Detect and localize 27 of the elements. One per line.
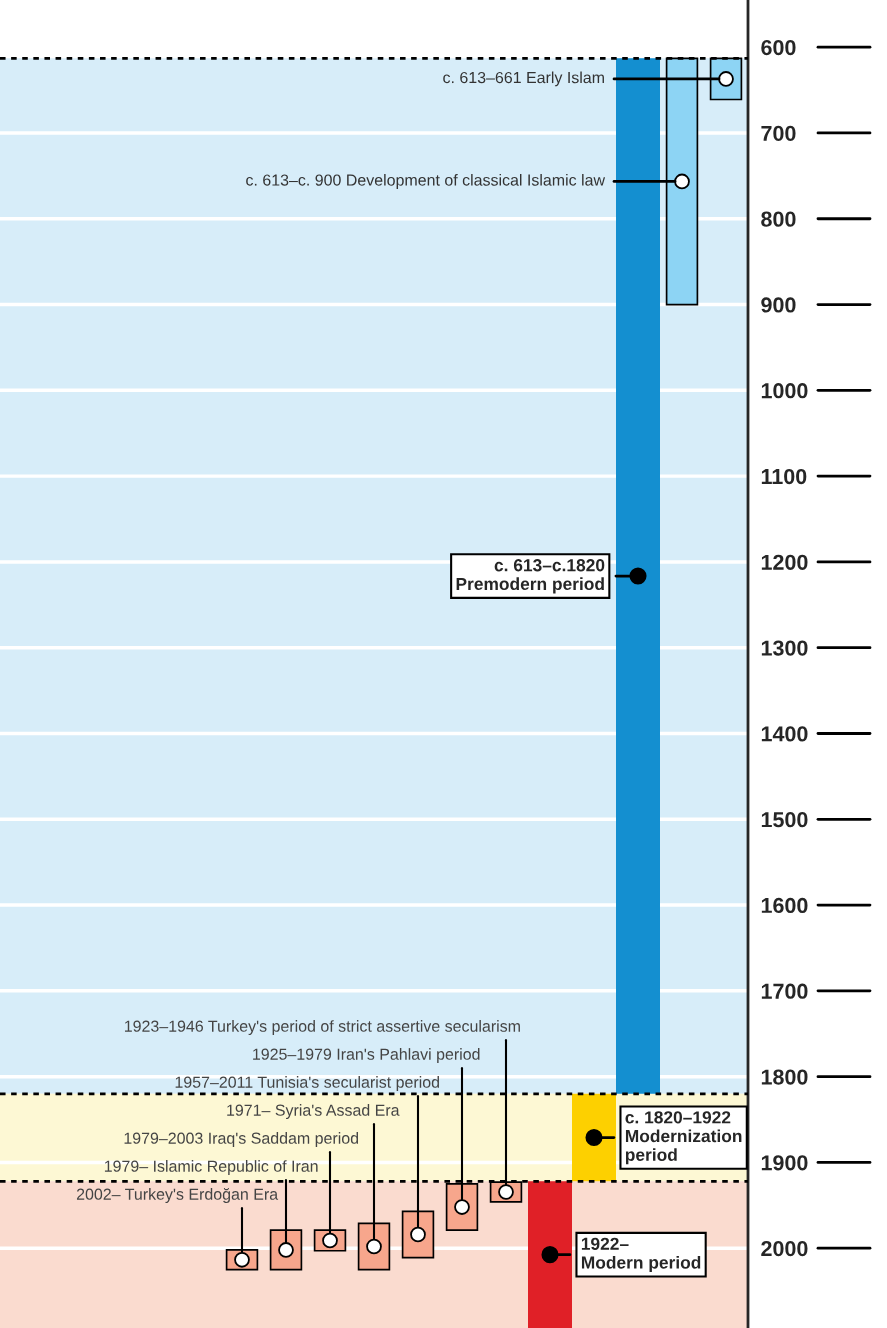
annotation: 1971– Syria's Assad Era — [227, 1104, 400, 1119]
annotation: 2002– Turkey's Erdoğan Era — [76, 1187, 279, 1203]
annotation: 1979– Islamic Republic of Iran — [104, 1160, 318, 1175]
annotation: 1923–1946 Turkey's period of strict assertive secularism — [124, 1020, 520, 1035]
y-tick-label: 1000 — [761, 383, 808, 399]
y-tick-label: 1800 — [761, 1069, 808, 1085]
y-tick-label: 1900 — [761, 1155, 808, 1171]
y-tick-label: 1700 — [761, 983, 808, 999]
annotation: c. 1820–1922 Modernization period — [625, 1111, 742, 1165]
y-tick-label: 2000 — [761, 1240, 808, 1257]
y-tick-label: 1300 — [761, 640, 808, 656]
annotation: c. 613–c.1820 Premodern period — [456, 559, 605, 594]
annotation: c. 613–c. 900 Development of classical Islamic law — [246, 174, 606, 189]
y-tick-label: 1200 — [761, 554, 808, 570]
annotation: 1979–2003 Iraq's Saddam period — [124, 1132, 359, 1147]
y-tick-label: 1600 — [761, 897, 808, 914]
y-tick-label: 600 — [761, 39, 796, 56]
y-tick-label: 1400 — [761, 726, 808, 742]
annotation: 1922– Modern period — [581, 1237, 701, 1273]
y-tick-label: 1100 — [761, 468, 807, 485]
y-tick-label: 1500 — [761, 812, 808, 828]
annotation: c. 613–661 Early Islam — [443, 71, 604, 87]
annotation: 1925–1979 Iran's Pahlavi period — [253, 1048, 480, 1063]
y-tick-label: 800 — [761, 211, 796, 227]
y-tick-label: 900 — [761, 297, 796, 313]
y-tick-label: 700 — [761, 125, 796, 141]
annotation: 1957–2011 Tunisia's secularist period — [175, 1076, 439, 1091]
